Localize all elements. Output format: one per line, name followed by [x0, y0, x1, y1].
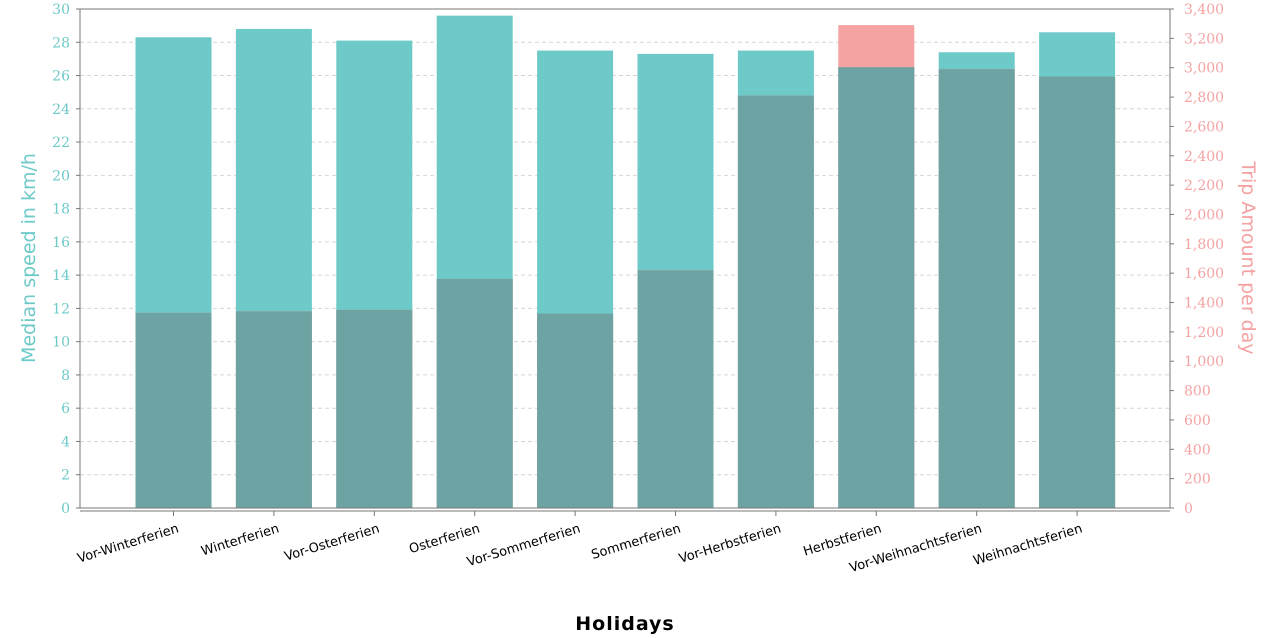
left-tick-label: 10	[52, 335, 70, 351]
right-tick-label: 2,800	[1184, 90, 1224, 106]
overlap-bar	[938, 69, 1015, 509]
overlap-bar	[1039, 76, 1116, 508]
left-y-axis-title: Median speed in km/h	[18, 153, 40, 363]
x-axis-categories: Vor-Winterferien Winterferien Vor-Osterfer…	[76, 511, 1085, 576]
right-tick-label: 600	[1184, 413, 1211, 429]
left-tick-label: 18	[52, 202, 70, 218]
right-tick-label: 2,200	[1184, 178, 1224, 194]
category-label: Vor-Winterferien	[76, 521, 181, 566]
overlap-bar	[637, 270, 714, 508]
right-tick-label: 2,600	[1184, 119, 1224, 135]
category-label: Vor-Sommerferien	[465, 521, 582, 570]
category-label: Osterferien	[407, 521, 481, 557]
overlap-bar	[537, 313, 614, 508]
left-tick-label: 28	[52, 35, 70, 51]
right-tick-label: 3,200	[1184, 31, 1224, 47]
right-tick-label: 1,600	[1184, 266, 1224, 282]
right-y-axis-title: Trip Amount per day	[1237, 160, 1259, 354]
overlap-bar	[737, 95, 814, 508]
x-axis-title: Holidays	[575, 613, 675, 635]
right-tick-label: 1,800	[1184, 237, 1224, 253]
category-label: Vor-Osterferien	[283, 521, 382, 564]
overlap-bar	[235, 311, 312, 508]
overlap-bar	[436, 279, 513, 508]
left-tick-label: 22	[52, 135, 70, 151]
left-tick-label: 30	[52, 2, 70, 18]
left-tick-label: 6	[61, 401, 70, 417]
bars	[135, 15, 1116, 509]
right-tick-label: 0	[1184, 501, 1193, 517]
right-tick-label: 3,400	[1184, 2, 1224, 18]
right-tick-label: 800	[1184, 384, 1211, 400]
right-tick-label: 2,400	[1184, 149, 1224, 165]
category-label: Vor-Herbstferien	[677, 521, 783, 566]
left-tick-label: 20	[52, 168, 70, 184]
right-tick-label: 1,200	[1184, 325, 1224, 341]
overlap-bar	[336, 309, 413, 508]
overlap-bar	[838, 67, 915, 508]
left-tick-label: 8	[61, 368, 70, 384]
overlap-bar	[135, 312, 212, 508]
plot-frame	[79, 8, 1171, 509]
category-label: Sommerferien	[590, 521, 683, 562]
left-tick-label: 16	[52, 235, 70, 251]
right-tick-label: 200	[1184, 472, 1211, 488]
left-tick-label: 24	[52, 102, 70, 118]
right-tick-label: 3,000	[1184, 61, 1224, 77]
category-label: Weihnachtsferien	[972, 521, 1085, 568]
right-y-axis: 0 200 400 600 800 1,000 1,200 1,400 1,600 1,800 2,…	[1170, 2, 1224, 517]
left-tick-label: 14	[52, 268, 70, 284]
left-tick-label: 0	[61, 501, 70, 517]
left-tick-label: 12	[52, 301, 70, 317]
left-tick-label: 26	[52, 69, 70, 85]
right-tick-label: 400	[1184, 442, 1211, 458]
right-tick-label: 2,000	[1184, 207, 1224, 223]
category-label: Winterferien	[200, 521, 282, 559]
left-tick-label: 4	[61, 434, 70, 450]
left-tick-label: 2	[61, 468, 70, 484]
right-tick-label: 1,000	[1184, 354, 1224, 370]
right-tick-label: 1,400	[1184, 296, 1224, 312]
